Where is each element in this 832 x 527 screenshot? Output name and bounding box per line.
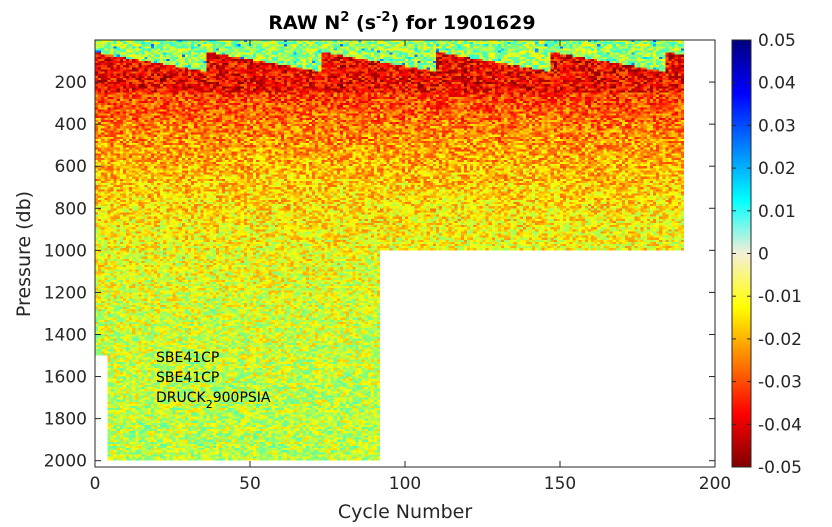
- y-tick-label: 200: [55, 73, 87, 93]
- colorbar-tick-label: -0.01: [758, 287, 802, 307]
- colorbar-tick-label: 0.01: [758, 202, 796, 222]
- y-tick-label: 800: [55, 199, 87, 219]
- y-tick-label: 1400: [44, 325, 87, 345]
- y-axis-ticks: 200 400 600 800 1000 1200 1400 1600 1800 2000: [44, 73, 715, 472]
- colorbar-tick-label: -0.03: [758, 373, 802, 393]
- y-tick-label: 2000: [44, 452, 87, 472]
- y-tick-label: 1000: [44, 241, 87, 261]
- y-tick-label: 400: [55, 115, 87, 135]
- annotation-line-3: DRUCK2900PSIA: [156, 390, 271, 411]
- x-axis-ticks: 0 50 100 150 200: [90, 40, 731, 494]
- colorbar-tick-label: 0.05: [758, 31, 796, 51]
- heatmap-cells: [95, 40, 715, 467]
- colorbar: 0.05 0.04 0.03 0.02 0.01 0 -0.01 -0.02 -0.03 -0.0…: [731, 31, 802, 478]
- plot-area: 0 50 100 150 200 200 400 600 800 1000 1200 1400 160…: [44, 39, 731, 494]
- x-tick-label: 200: [699, 474, 731, 494]
- y-axis-label: Pressure (db): [13, 191, 35, 317]
- x-tick-label: 150: [544, 474, 576, 494]
- x-axis-label: Cycle Number: [338, 501, 472, 523]
- title-part-sup2: -2: [376, 10, 390, 25]
- x-tick-label: 0: [90, 474, 101, 494]
- annotation-druck: DRUCK: [156, 390, 207, 406]
- colorbar-tick-label: 0.03: [758, 116, 796, 136]
- sensor-annotation: SBE41CP SBE41CP DRUCK2900PSIA: [156, 350, 271, 411]
- annotation-subscript: 2: [206, 398, 213, 411]
- title-part-pre: RAW N: [268, 12, 340, 34]
- y-tick-label: 600: [55, 157, 87, 177]
- colorbar-tick-label: -0.02: [758, 330, 802, 350]
- colorbar-tick-label: 0.04: [758, 74, 796, 94]
- y-tick-label: 1200: [44, 283, 87, 303]
- colorbar-tick-label: -0.05: [758, 458, 802, 478]
- colorbar-tick-label: 0.02: [758, 159, 796, 179]
- annotation-line-1: SBE41CP: [156, 350, 219, 366]
- title-part-sup: 2: [340, 10, 349, 25]
- x-tick-label: 100: [389, 474, 421, 494]
- chart-title: RAW N2 (s-2) for 1901629: [268, 10, 535, 34]
- colorbar-tick-label: 0: [758, 245, 769, 265]
- y-tick-label: 1600: [44, 368, 87, 388]
- y-tick-label: 1800: [44, 410, 87, 430]
- annotation-psia: 900PSIA: [213, 390, 271, 406]
- colorbar-ticks: 0.05 0.04 0.03 0.02 0.01 0 -0.01 -0.02 -0.03 -0.0…: [732, 31, 802, 478]
- title-part-mid: (s: [349, 12, 376, 34]
- x-tick-label: 50: [239, 474, 261, 494]
- colorbar-tick-label: -0.04: [758, 415, 802, 435]
- annotation-line-2: SBE41CP: [156, 370, 219, 386]
- title-part-post: ) for 1901629: [390, 12, 535, 34]
